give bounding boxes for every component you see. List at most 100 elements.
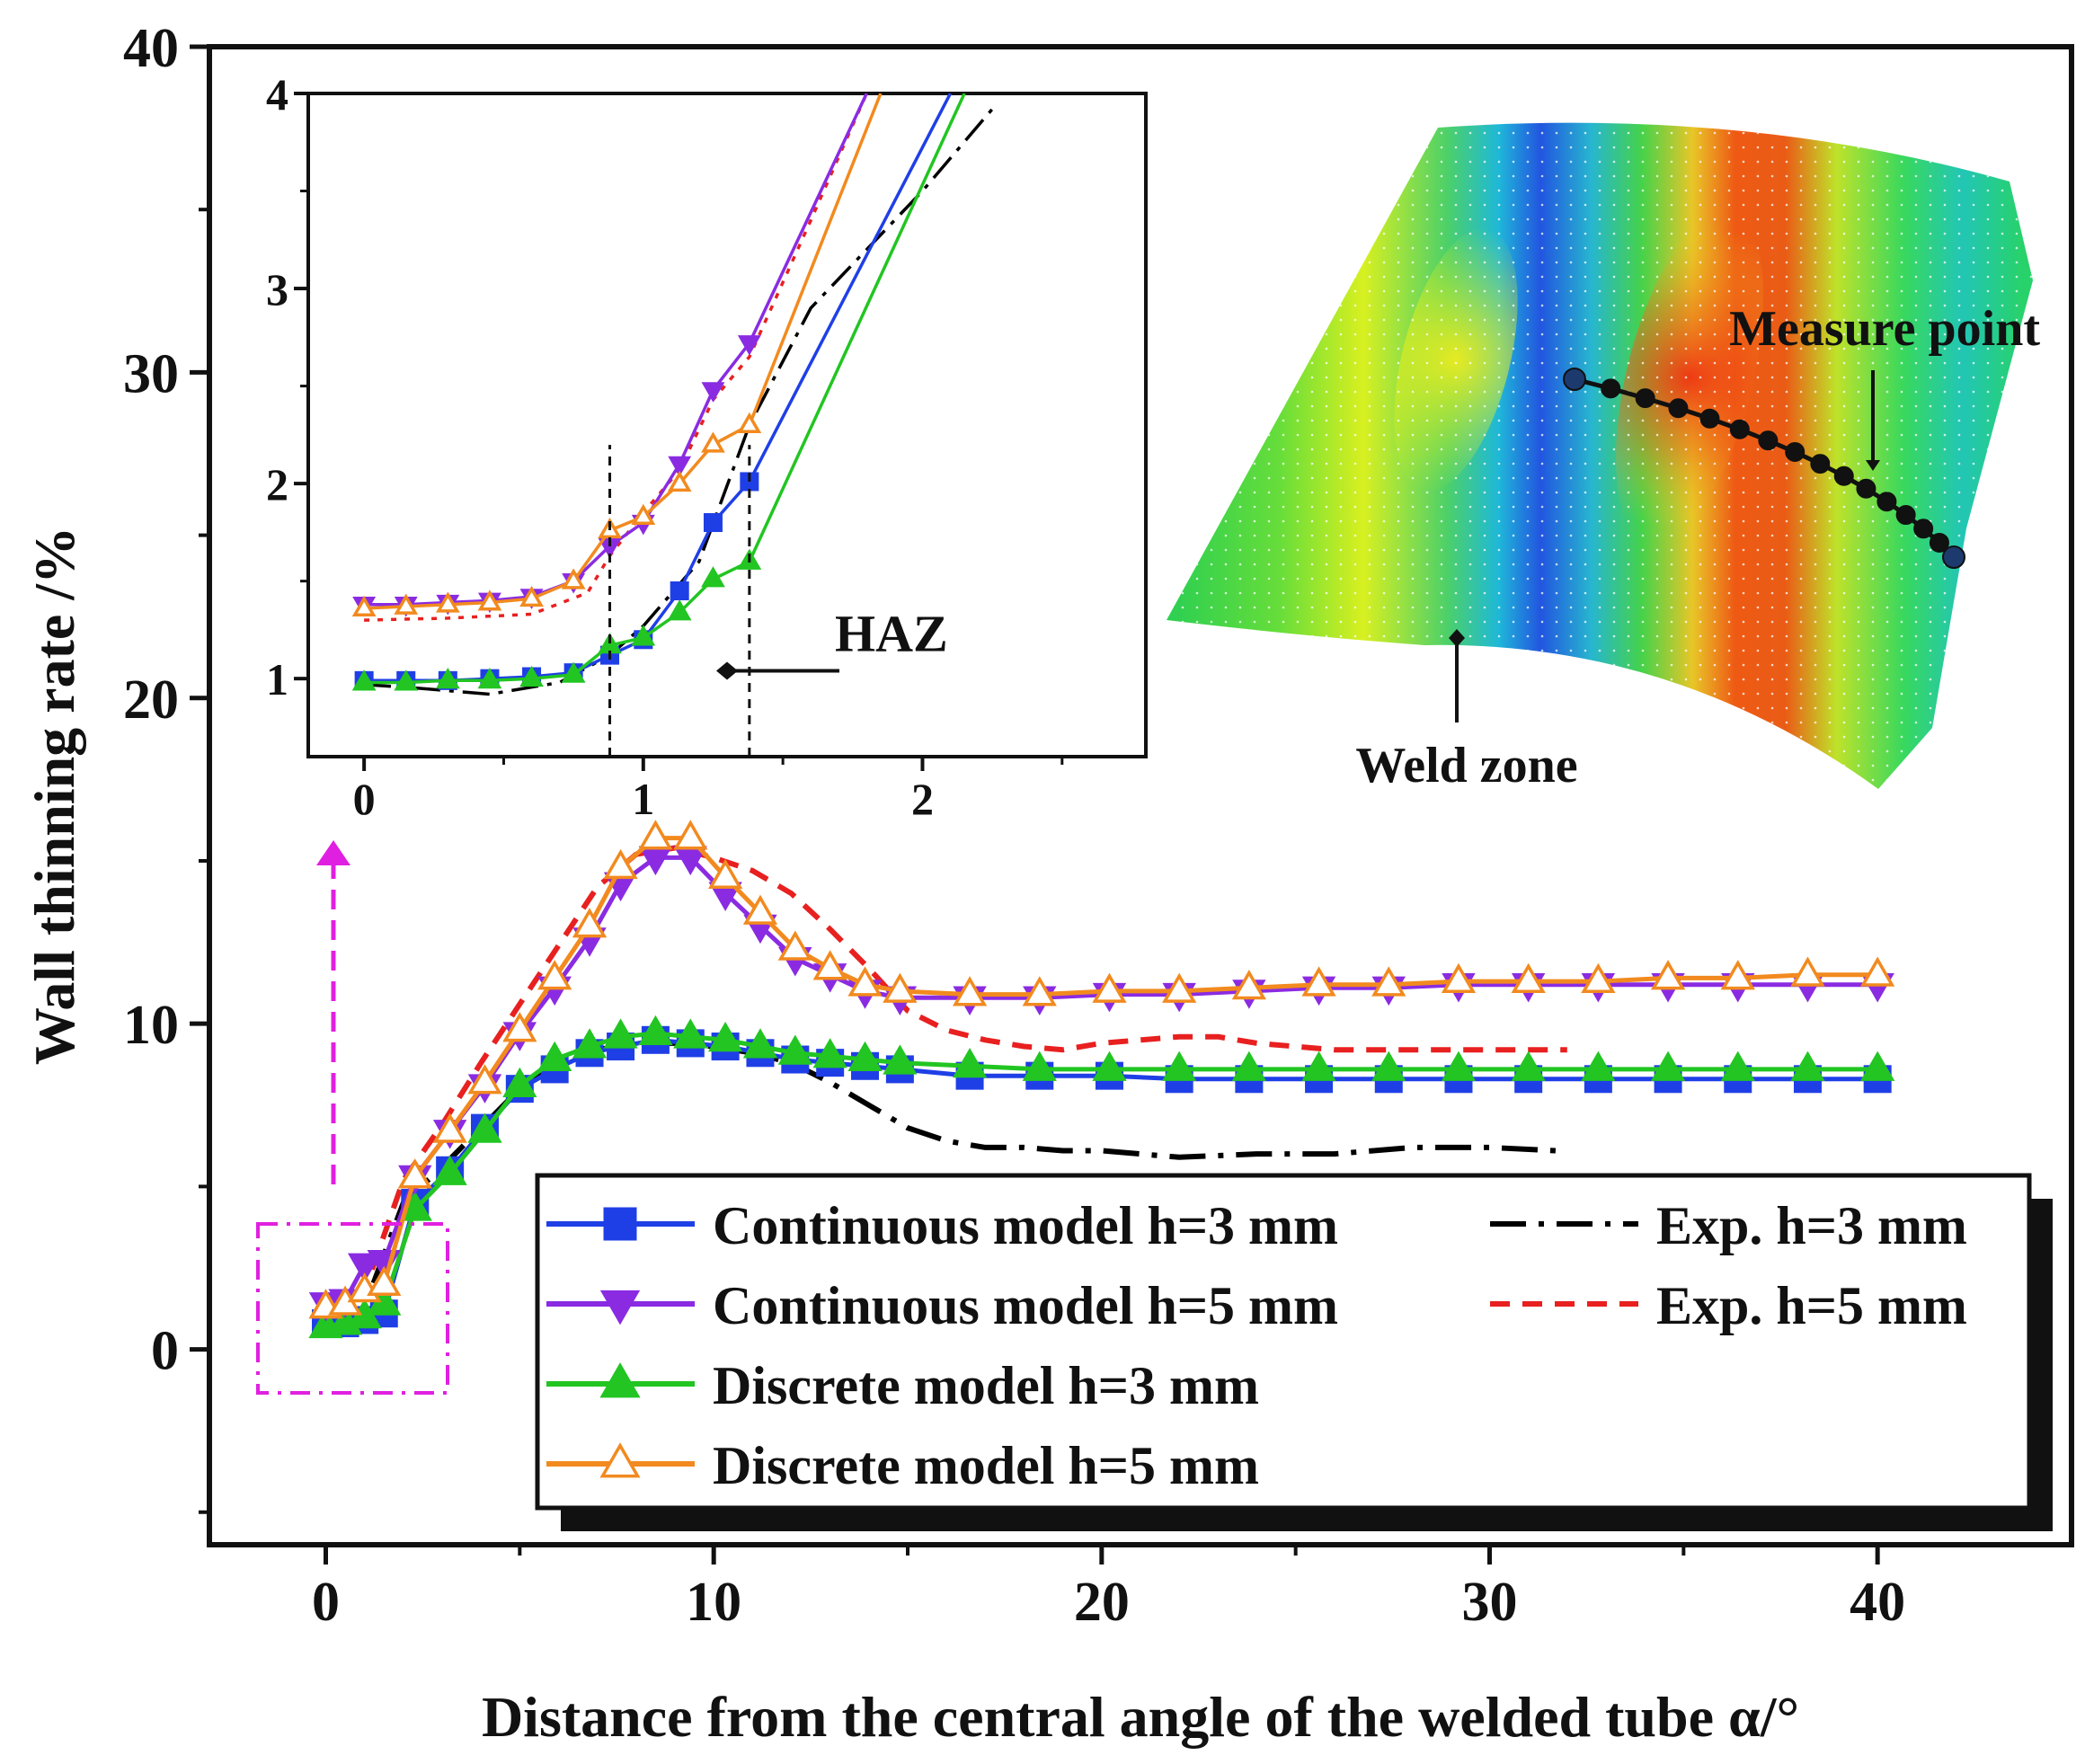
data-point <box>502 1067 537 1097</box>
data-point <box>707 1021 743 1052</box>
inset-data-point <box>668 456 692 477</box>
zoom-highlight <box>256 840 449 1395</box>
inset-data-point <box>561 661 586 683</box>
legend-entry-label: Discrete model h=5 mm <box>713 1436 1259 1495</box>
inset-data-point <box>737 335 761 356</box>
data-point <box>397 1158 432 1189</box>
data-point <box>952 976 988 1006</box>
series-discrete-model-h-3-mm <box>308 1015 1895 1339</box>
measure-point <box>1729 419 1750 439</box>
y-tick-label: 0 <box>151 1321 179 1382</box>
measure-point <box>1942 545 1965 569</box>
measure-point <box>1758 430 1779 451</box>
inset-data-point <box>701 431 725 453</box>
measure-point <box>1856 478 1876 499</box>
legend-entry-exp-h-5-mm: Exp. h=5 mm <box>1490 1276 1967 1335</box>
inset-series-discrete-model-h-3-mm <box>351 93 966 691</box>
measure-point-label: Measure point <box>1729 301 2040 357</box>
data-point <box>777 930 812 961</box>
data-point <box>347 1253 382 1283</box>
data-point <box>638 846 673 876</box>
data-point <box>1231 1050 1266 1081</box>
data-point <box>502 1012 537 1042</box>
legend-swatch-marker <box>599 1362 641 1398</box>
data-point <box>952 1047 988 1078</box>
legend-entry-label: Continuous model h=5 mm <box>713 1276 1338 1335</box>
measure-point <box>1810 454 1831 474</box>
inset-data-point <box>667 470 692 492</box>
data-point <box>1441 1050 1477 1081</box>
y-tick-label: 10 <box>123 995 179 1056</box>
legend-swatch-marker <box>599 1290 641 1325</box>
x-tick-label: 40 <box>1850 1572 1905 1633</box>
data-point <box>812 1038 847 1068</box>
inset-frame <box>306 92 1148 758</box>
data-point <box>1092 972 1127 1003</box>
x-tick-label: 20 <box>1074 1572 1130 1633</box>
legend-entry-label: Exp. h=5 mm <box>1656 1276 1967 1335</box>
inset-data-point <box>667 599 692 621</box>
inset-x-tick-label: 1 <box>632 774 654 824</box>
data-point <box>467 1112 502 1143</box>
legend: Continuous model h=3 mm Continuous model … <box>535 1173 2053 1531</box>
x-tick-label: 10 <box>686 1572 741 1633</box>
haz-label: HAZ <box>835 604 948 662</box>
data-point <box>1092 1050 1127 1081</box>
data-point <box>1371 966 1406 997</box>
inset-series-line <box>364 93 868 607</box>
inset-data-point <box>631 503 656 525</box>
data-point <box>1162 972 1197 1003</box>
data-point <box>537 1041 572 1071</box>
measure-point <box>1929 532 1949 553</box>
series-discrete-model-h-5-mm <box>308 820 1895 1319</box>
inset-annotations: HAZ <box>608 445 948 757</box>
data-point <box>883 1044 918 1075</box>
inset-data-point <box>477 589 502 611</box>
main-series-layer <box>308 820 1895 1339</box>
data-point <box>1441 962 1477 994</box>
data-point <box>1650 1050 1686 1081</box>
inset-data-point <box>701 566 725 588</box>
x-tick-label: 30 <box>1462 1572 1518 1633</box>
data-point <box>812 950 847 980</box>
legend-swatch-marker <box>603 1207 637 1241</box>
inset-data-point <box>435 591 460 613</box>
data-point <box>1022 976 1057 1006</box>
weld-zone-label: Weld zone <box>1355 738 1577 793</box>
data-point <box>1162 1050 1197 1081</box>
legend-box <box>535 1173 2032 1511</box>
data-point <box>1301 1050 1336 1081</box>
data-point <box>1511 1050 1546 1081</box>
measure-point-pointer-tip <box>1866 460 1880 471</box>
inset-data-point <box>737 412 762 433</box>
y-tick-label: 40 <box>123 18 179 79</box>
measure-point <box>1601 378 1621 399</box>
measure-point <box>1785 441 1806 462</box>
measure-point <box>1635 388 1655 409</box>
data-point <box>883 972 918 1003</box>
data-point <box>707 858 743 890</box>
legend-entry-exp-h-3-mm: Exp. h=3 mm <box>1490 1196 1967 1255</box>
legend-entry-label: Discrete model h=3 mm <box>713 1356 1259 1415</box>
data-point <box>1720 960 1755 990</box>
zoom-region-box <box>256 1222 449 1395</box>
data-point <box>1650 960 1686 990</box>
inset-data-point <box>351 595 377 616</box>
inset-data-point <box>477 668 502 689</box>
data-point <box>1720 1050 1755 1081</box>
y-tick-label: 30 <box>123 343 179 404</box>
inset-y-tick-label: 1 <box>266 654 288 705</box>
inset-y-tick-label: 4 <box>266 69 288 120</box>
legend-entry-continuous-model-h-5-mm: Continuous model h=5 mm <box>546 1276 1338 1335</box>
measure-point-path <box>1563 368 1965 569</box>
data-point <box>742 1028 778 1059</box>
data-point <box>673 820 708 850</box>
inset-data-point <box>394 669 419 691</box>
measure-point <box>1913 519 1934 539</box>
data-point <box>572 1028 608 1059</box>
data-point <box>1860 956 1895 987</box>
inset-y-tick-label: 3 <box>266 264 288 315</box>
y-axis-label: Wall thinning rate /% <box>22 527 86 1065</box>
inset-data-point <box>703 513 723 533</box>
weld-zone-pointer-tip <box>1449 629 1465 647</box>
